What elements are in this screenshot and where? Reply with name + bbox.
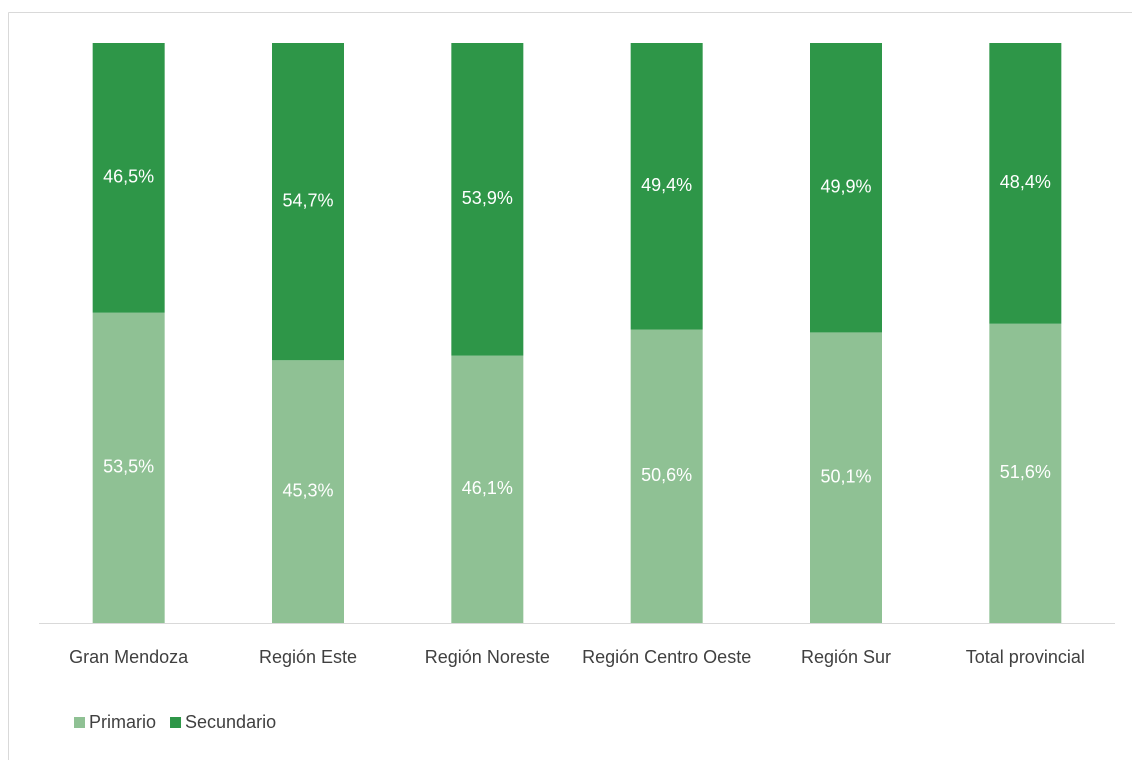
bar-segment [810,43,882,333]
bar-segment [989,323,1062,623]
bar-segment [272,43,344,361]
data-label: 54,7% [282,190,333,210]
bar-segment [451,355,524,623]
legend-label: Secundario [185,712,276,732]
bar-segment [989,43,1062,324]
data-label: 46,1% [462,478,513,498]
data-label: 45,3% [282,480,333,500]
data-label: 49,9% [820,176,871,196]
x-tick-label: Total provincial [965,647,1085,667]
data-label: 50,1% [820,466,871,486]
data-label: 46,5% [103,167,154,187]
bar-segment [92,312,165,623]
data-label: 48,4% [1000,172,1051,192]
data-label: 53,9% [462,188,513,208]
data-label: 51,6% [1000,462,1051,482]
legend-swatch [74,717,85,728]
legend-swatch [170,717,182,728]
x-tick-label: Gran Mendoza [69,647,189,667]
bar-segment [810,332,882,623]
x-tick-label: Región Noreste [424,647,550,667]
bar-segment [630,43,703,330]
x-tick-label: Región Este [258,647,358,667]
data-label: 49,4% [641,175,692,195]
bar-segment [92,43,165,313]
data-label: 50,6% [641,465,692,485]
x-tick-label: Región Sur [800,647,892,667]
bar-segment [630,329,703,623]
bar-segment [272,360,344,623]
x-tick-label: Región Centro Oeste [582,647,752,667]
bar-segment [451,43,524,356]
data-label: 53,5% [103,457,154,477]
legend-label: Primario [89,712,156,732]
